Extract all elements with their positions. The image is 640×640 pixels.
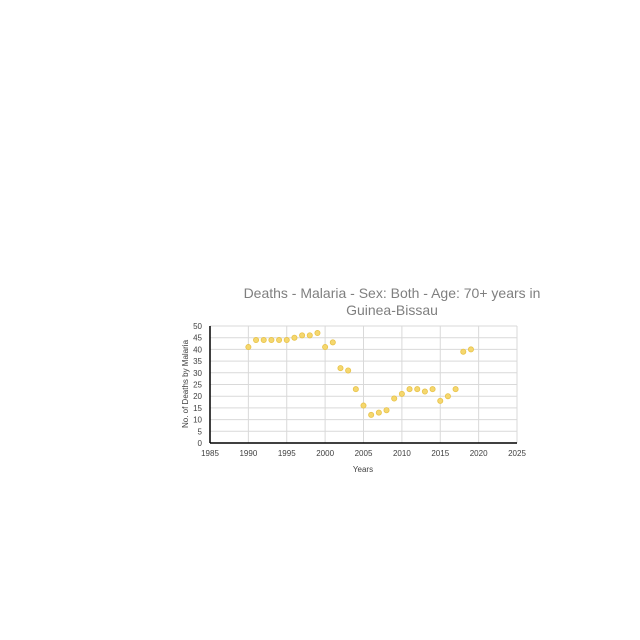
- data-point: [368, 411, 375, 418]
- data-point: [329, 339, 336, 346]
- chart-title-line-2: Guinea-Bissau: [346, 302, 438, 318]
- data-point: [352, 386, 359, 393]
- x-axis-label: Years: [353, 465, 373, 474]
- data-point: [444, 393, 451, 400]
- x-tick-label: 1995: [278, 449, 296, 458]
- x-tick-label: 1985: [201, 449, 219, 458]
- x-tick-label: 2025: [508, 449, 526, 458]
- data-point: [406, 386, 413, 393]
- y-tick-label: 35: [193, 357, 202, 366]
- data-point: [414, 386, 421, 393]
- y-tick-label: 25: [193, 381, 202, 390]
- data-point: [268, 337, 275, 344]
- x-tick-label: 2020: [470, 449, 488, 458]
- y-tick-label: 30: [193, 369, 202, 378]
- y-tick-label: 40: [193, 345, 202, 354]
- x-tick-label: 2010: [393, 449, 411, 458]
- data-point: [245, 344, 252, 351]
- x-tick-label: 2005: [355, 449, 373, 458]
- y-axis-label: No. of Deaths by Malaria: [181, 339, 190, 428]
- y-tick-label: 10: [193, 416, 202, 425]
- axes: [209, 326, 517, 444]
- data-point: [276, 337, 283, 344]
- data-point: [299, 332, 306, 339]
- y-tick-label: 0: [198, 439, 203, 448]
- x-tick-label: 2015: [431, 449, 449, 458]
- data-point: [421, 388, 428, 395]
- data-point: [283, 337, 290, 344]
- data-points: [245, 330, 474, 418]
- y-tick-label: 50: [193, 322, 202, 331]
- data-point: [306, 332, 313, 339]
- data-point: [467, 346, 474, 353]
- x-tick-label: 2000: [316, 449, 334, 458]
- data-point: [260, 337, 267, 344]
- data-point: [398, 390, 405, 397]
- data-point: [253, 337, 260, 344]
- data-point: [460, 348, 467, 355]
- data-point: [291, 334, 298, 341]
- grid: [210, 325, 518, 443]
- data-point: [437, 397, 444, 404]
- y-tick-label: 5: [198, 427, 203, 436]
- y-tick-label: 15: [193, 404, 202, 413]
- chart-title-line-1: Deaths - Malaria - Sex: Both - Age: 70+ …: [244, 285, 541, 301]
- data-point: [391, 395, 398, 402]
- data-point: [345, 367, 352, 374]
- data-point: [337, 365, 344, 372]
- data-point: [452, 386, 459, 393]
- data-point: [429, 386, 436, 393]
- data-point: [375, 409, 382, 416]
- y-tick-label: 45: [193, 334, 202, 343]
- x-tick-label: 1990: [239, 449, 257, 458]
- data-point: [314, 330, 321, 337]
- data-point: [383, 407, 390, 414]
- y-tick-label: 20: [193, 392, 202, 401]
- data-point: [360, 402, 367, 409]
- data-point: [322, 344, 329, 351]
